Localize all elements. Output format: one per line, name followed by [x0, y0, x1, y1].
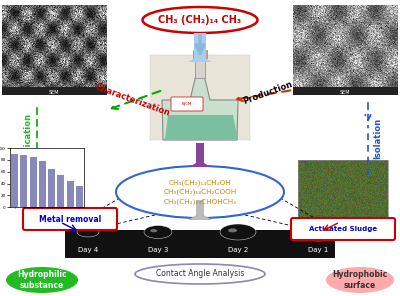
- Text: BJCM: BJCM: [182, 102, 192, 106]
- Text: Isolation: Isolation: [374, 118, 382, 159]
- Bar: [298, 160, 388, 225]
- Bar: [20, 155, 27, 207]
- Bar: [11, 154, 18, 207]
- Text: CH₃(CH₂)₁₃CH₂COOH: CH₃(CH₂)₁₃CH₂COOH: [163, 189, 237, 195]
- Ellipse shape: [142, 7, 258, 33]
- Text: Production: Production: [242, 80, 294, 106]
- Text: Activated Sludge: Activated Sludge: [309, 226, 377, 232]
- Text: Characterization: Characterization: [94, 82, 172, 118]
- FancyBboxPatch shape: [171, 97, 203, 111]
- FancyBboxPatch shape: [23, 208, 117, 230]
- Text: SEM: SEM: [340, 91, 350, 96]
- Text: SEM: SEM: [49, 91, 59, 96]
- Ellipse shape: [220, 224, 256, 240]
- Bar: [150, 55, 250, 140]
- Text: Hydrophobic
surface: Hydrophobic surface: [332, 270, 388, 290]
- Text: Day 1: Day 1: [308, 247, 328, 253]
- Text: Application: Application: [24, 113, 32, 167]
- Text: CH₃ (CH₂)₁₄ CH₃: CH₃ (CH₂)₁₄ CH₃: [158, 15, 242, 25]
- Bar: [48, 169, 55, 207]
- Text: CH₃(CH₂)₁₃CHOHCH₃: CH₃(CH₂)₁₃CHOHCH₃: [164, 199, 236, 205]
- Text: Day 3: Day 3: [148, 247, 168, 253]
- Polygon shape: [165, 115, 238, 140]
- Text: Contact Angle Analysis: Contact Angle Analysis: [156, 269, 244, 279]
- Text: Day 4: Day 4: [78, 247, 98, 253]
- Ellipse shape: [144, 226, 172, 239]
- Polygon shape: [188, 55, 212, 62]
- Bar: [196, 200, 204, 218]
- Ellipse shape: [326, 267, 394, 293]
- Text: Day 2: Day 2: [228, 247, 248, 253]
- Ellipse shape: [228, 229, 237, 232]
- Bar: [67, 181, 74, 207]
- Text: CH₃(CH₂)₁₄CH₂OH: CH₃(CH₂)₁₄CH₂OH: [169, 180, 231, 186]
- Bar: [30, 157, 36, 207]
- Ellipse shape: [306, 228, 317, 232]
- Bar: [195, 50, 205, 78]
- Bar: [2, 87, 107, 95]
- Polygon shape: [190, 160, 210, 167]
- Ellipse shape: [77, 227, 99, 237]
- Bar: [196, 143, 204, 165]
- Bar: [194, 33, 206, 60]
- Polygon shape: [162, 75, 238, 140]
- Ellipse shape: [6, 267, 78, 293]
- Bar: [293, 87, 398, 95]
- Bar: [193, 50, 207, 58]
- Text: Hydrophilic
substance: Hydrophilic substance: [17, 270, 67, 290]
- Polygon shape: [188, 213, 212, 220]
- Ellipse shape: [135, 264, 265, 284]
- Bar: [76, 186, 83, 207]
- FancyBboxPatch shape: [291, 218, 395, 240]
- Bar: [39, 161, 46, 207]
- Bar: [58, 175, 64, 207]
- Bar: [65, 230, 335, 258]
- Ellipse shape: [150, 229, 157, 232]
- Ellipse shape: [296, 223, 340, 241]
- Ellipse shape: [116, 166, 284, 218]
- Text: Metal removal: Metal removal: [39, 215, 101, 223]
